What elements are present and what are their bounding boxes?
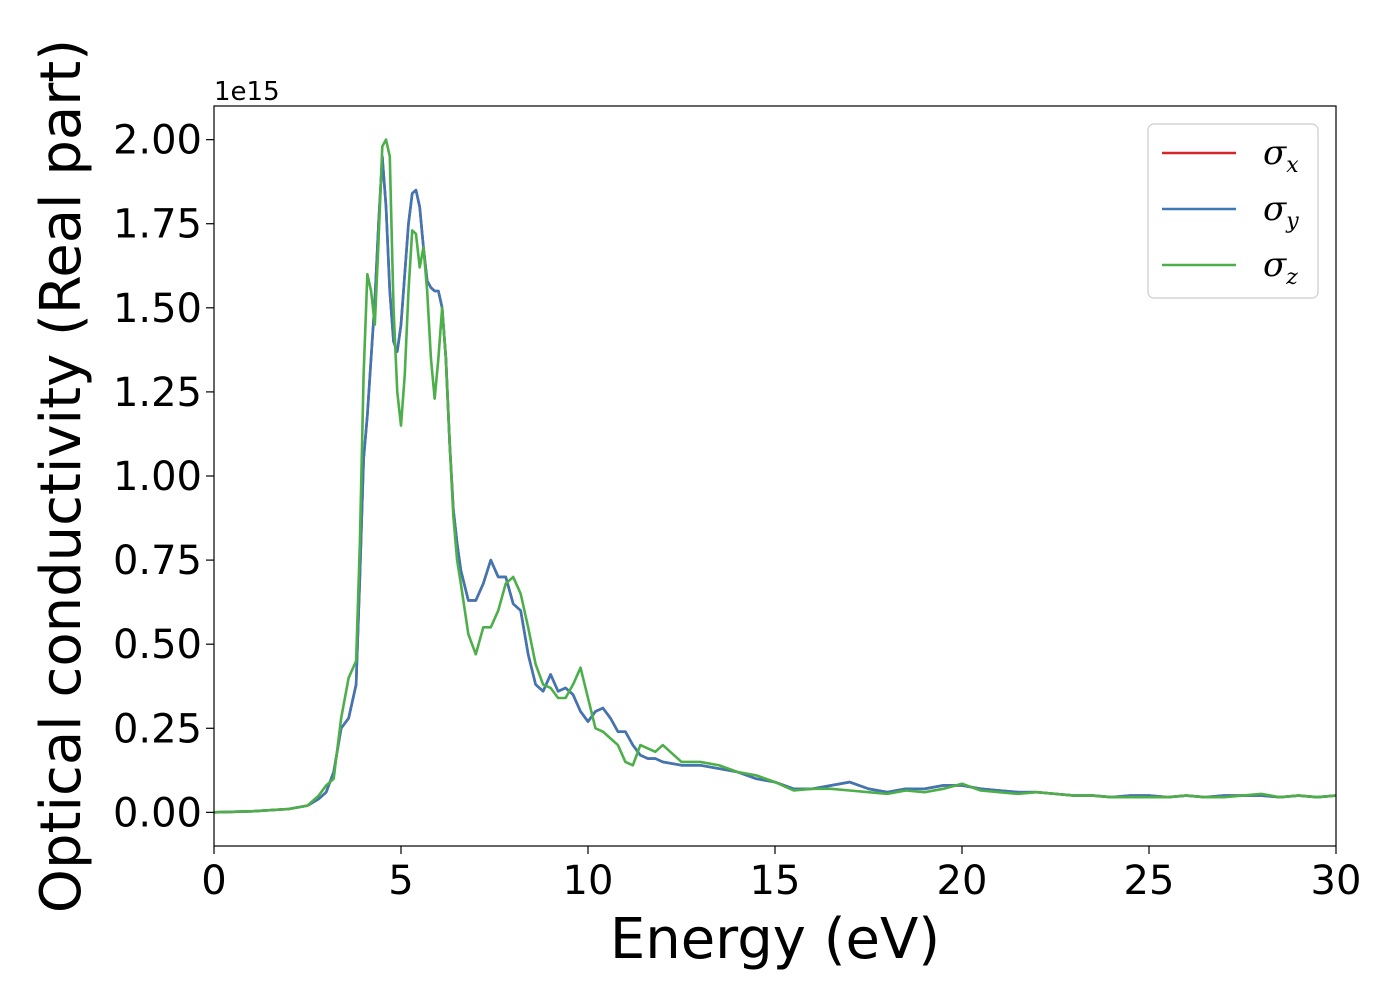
y-tick-label: 2.00	[113, 118, 202, 164]
y-axis-label: Optical conductivity (Real part)	[29, 39, 94, 913]
x-tick-label: 25	[1124, 858, 1175, 904]
y-offset-label: 1e15	[214, 77, 280, 107]
legend-label-z: σz	[1263, 245, 1298, 290]
y-tick-label: 1.50	[113, 286, 202, 332]
legend-label-sub: x	[1286, 153, 1299, 178]
y-tick-label: 0.75	[113, 538, 202, 584]
x-axis: 0 5 10 15 20 25 30	[201, 846, 1361, 904]
x-tick-label: 30	[1311, 858, 1362, 904]
y-tick-label: 1.75	[113, 202, 202, 248]
legend-label-base: σ	[1263, 245, 1287, 285]
legend-label-sub: y	[1285, 209, 1299, 234]
legend-label-x: σx	[1263, 133, 1299, 178]
y-tick-label: 1.25	[113, 370, 202, 416]
y-tick-label: 0.25	[113, 706, 202, 752]
x-tick-label: 20	[937, 858, 988, 904]
x-tick-label: 0	[201, 858, 226, 904]
y-tick-label: 1.00	[113, 454, 202, 500]
x-tick-label: 10	[563, 858, 614, 904]
legend-box	[1147, 123, 1319, 299]
series-layer	[214, 138, 1336, 814]
series-line-z	[214, 138, 1336, 814]
y-axis: 0.00 0.25 0.50 0.75 1.00 1.25 1.50 1.75 2.00	[113, 118, 214, 836]
x-tick-label: 15	[750, 858, 801, 904]
x-tick-label: 5	[388, 858, 413, 904]
legend-label-base: σ	[1263, 189, 1287, 229]
legend-label-sub: z	[1285, 265, 1298, 290]
y-tick-label: 0.50	[113, 622, 202, 668]
x-axis-label: Energy (eV)	[610, 907, 940, 972]
y-tick-label: 0.00	[113, 790, 202, 836]
legend-label-y: σy	[1263, 189, 1299, 234]
legend-label-base: σ	[1263, 133, 1287, 173]
